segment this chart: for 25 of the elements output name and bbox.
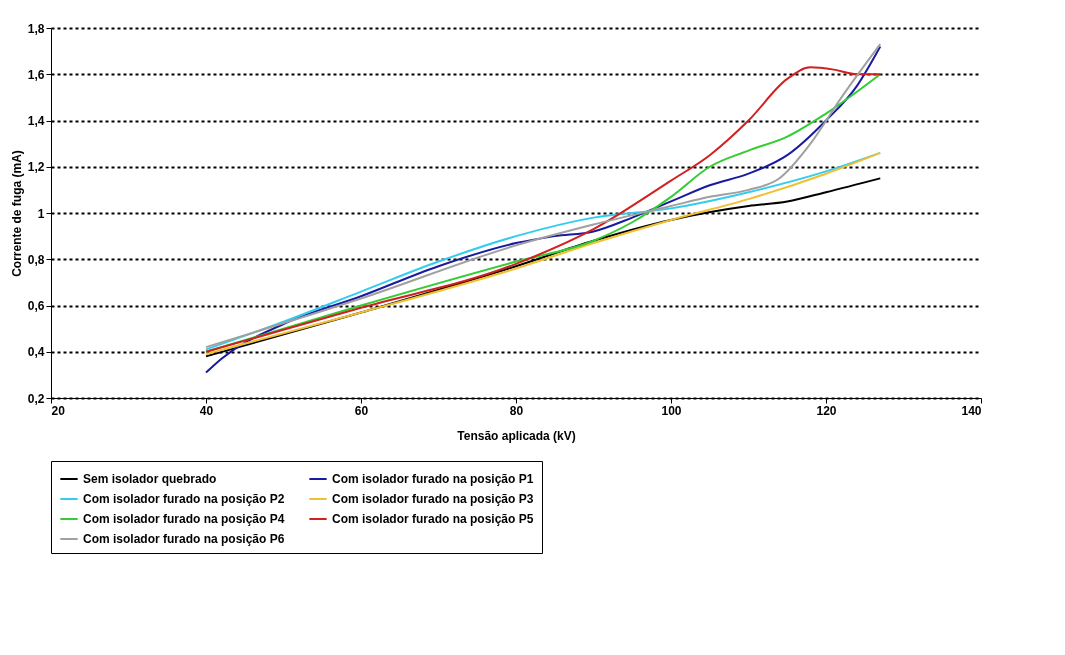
x-tick-label: 20 bbox=[51, 403, 66, 418]
y-tick-label: 0,8 bbox=[27, 252, 45, 267]
x-tick-label: 140 bbox=[961, 403, 982, 418]
y-tick-label: 1 bbox=[37, 206, 45, 221]
x-tick-label: 80 bbox=[509, 403, 524, 418]
y-tick-label: 0,4 bbox=[27, 345, 45, 360]
legend-label: Com isolador furado na posição P1 bbox=[332, 472, 534, 486]
y-tick-label: 1,6 bbox=[27, 67, 45, 82]
y-tick-label: 0,6 bbox=[27, 299, 45, 313]
y-tick-label: 1,4 bbox=[27, 114, 45, 128]
x-tick-label: 120 bbox=[816, 403, 837, 418]
y-tick-label: 1,2 bbox=[27, 160, 45, 175]
y-tick-label: 1,8 bbox=[27, 21, 45, 36]
legend-label: Com isolador furado na posição P4 bbox=[83, 512, 285, 526]
x-axis-title: Tensão aplicada (kV) bbox=[457, 428, 576, 443]
y-axis-title: Corrente de fuga (mA) bbox=[9, 150, 24, 277]
x-tick-label: 60 bbox=[354, 403, 369, 418]
legend-label: Com isolador furado na posição P3 bbox=[332, 492, 534, 506]
y-tick-label: 0,2 bbox=[27, 391, 45, 406]
x-tick-label: 100 bbox=[661, 403, 682, 418]
legend-label: Com isolador furado na posição P6 bbox=[83, 532, 285, 546]
legend-label: Com isolador furado na posição P2 bbox=[83, 492, 285, 506]
x-tick-label: 40 bbox=[199, 403, 214, 418]
legend-label: Com isolador furado na posição P5 bbox=[332, 512, 534, 526]
legend-label: Sem isolador quebrado bbox=[83, 472, 217, 486]
